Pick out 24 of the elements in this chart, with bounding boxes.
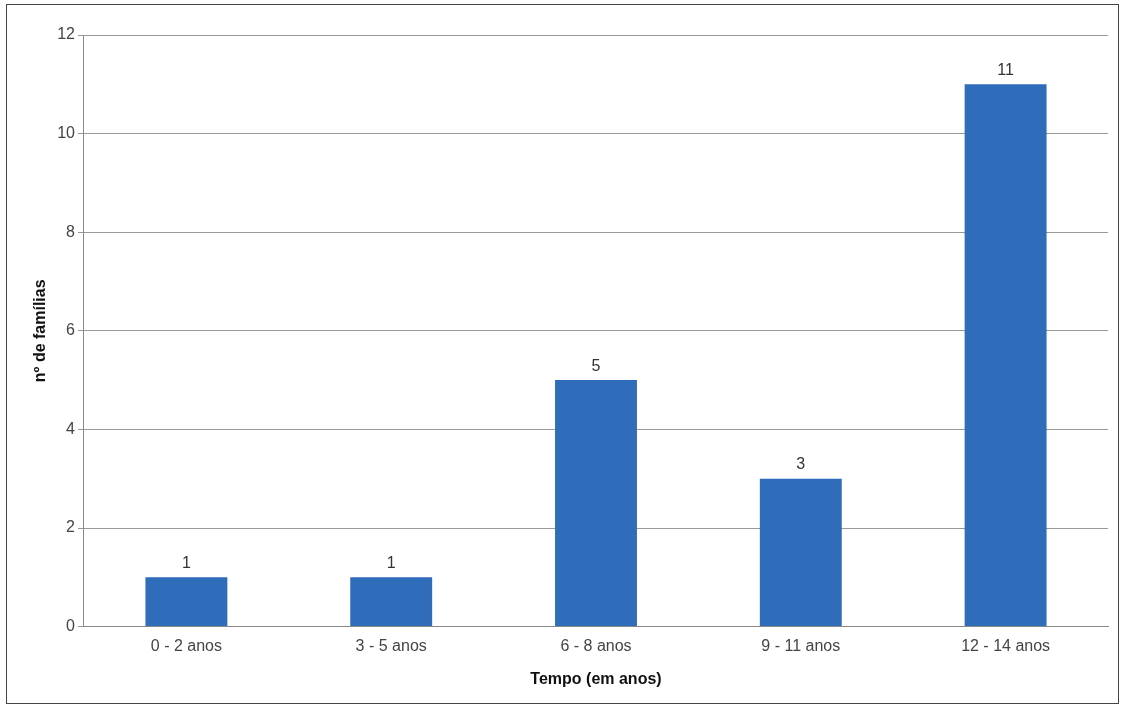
y-tick-label: 10 (57, 124, 76, 142)
x-tick-label: 6 - 8 anos (560, 636, 632, 654)
y-tick-label: 2 (66, 518, 76, 536)
data-label: 5 (591, 356, 601, 374)
y-tick-label: 4 (66, 419, 76, 437)
x-tick-label: 3 - 5 anos (355, 636, 427, 654)
x-tick-label: 9 - 11 anos (761, 636, 841, 654)
bar (145, 577, 228, 627)
y-tick-label: 8 (66, 222, 76, 240)
y-tick-label: 0 (66, 617, 76, 635)
bar (555, 380, 637, 627)
data-label: 1 (181, 553, 191, 571)
data-label: 1 (386, 553, 396, 571)
bar (759, 478, 842, 627)
y-tick-label: 6 (66, 321, 76, 339)
y-tick-label: 12 (57, 25, 76, 43)
y-axis-title: nº de famílias (31, 279, 49, 383)
x-tick-label: 12 - 14 anos (961, 636, 1051, 654)
data-label: 11 (997, 60, 1015, 78)
bar (964, 84, 1047, 627)
data-label: 3 (796, 455, 806, 473)
x-tick-label: 0 - 2 anos (150, 636, 222, 654)
bar (350, 577, 433, 627)
x-axis-title: Tempo (em anos) (530, 669, 662, 687)
